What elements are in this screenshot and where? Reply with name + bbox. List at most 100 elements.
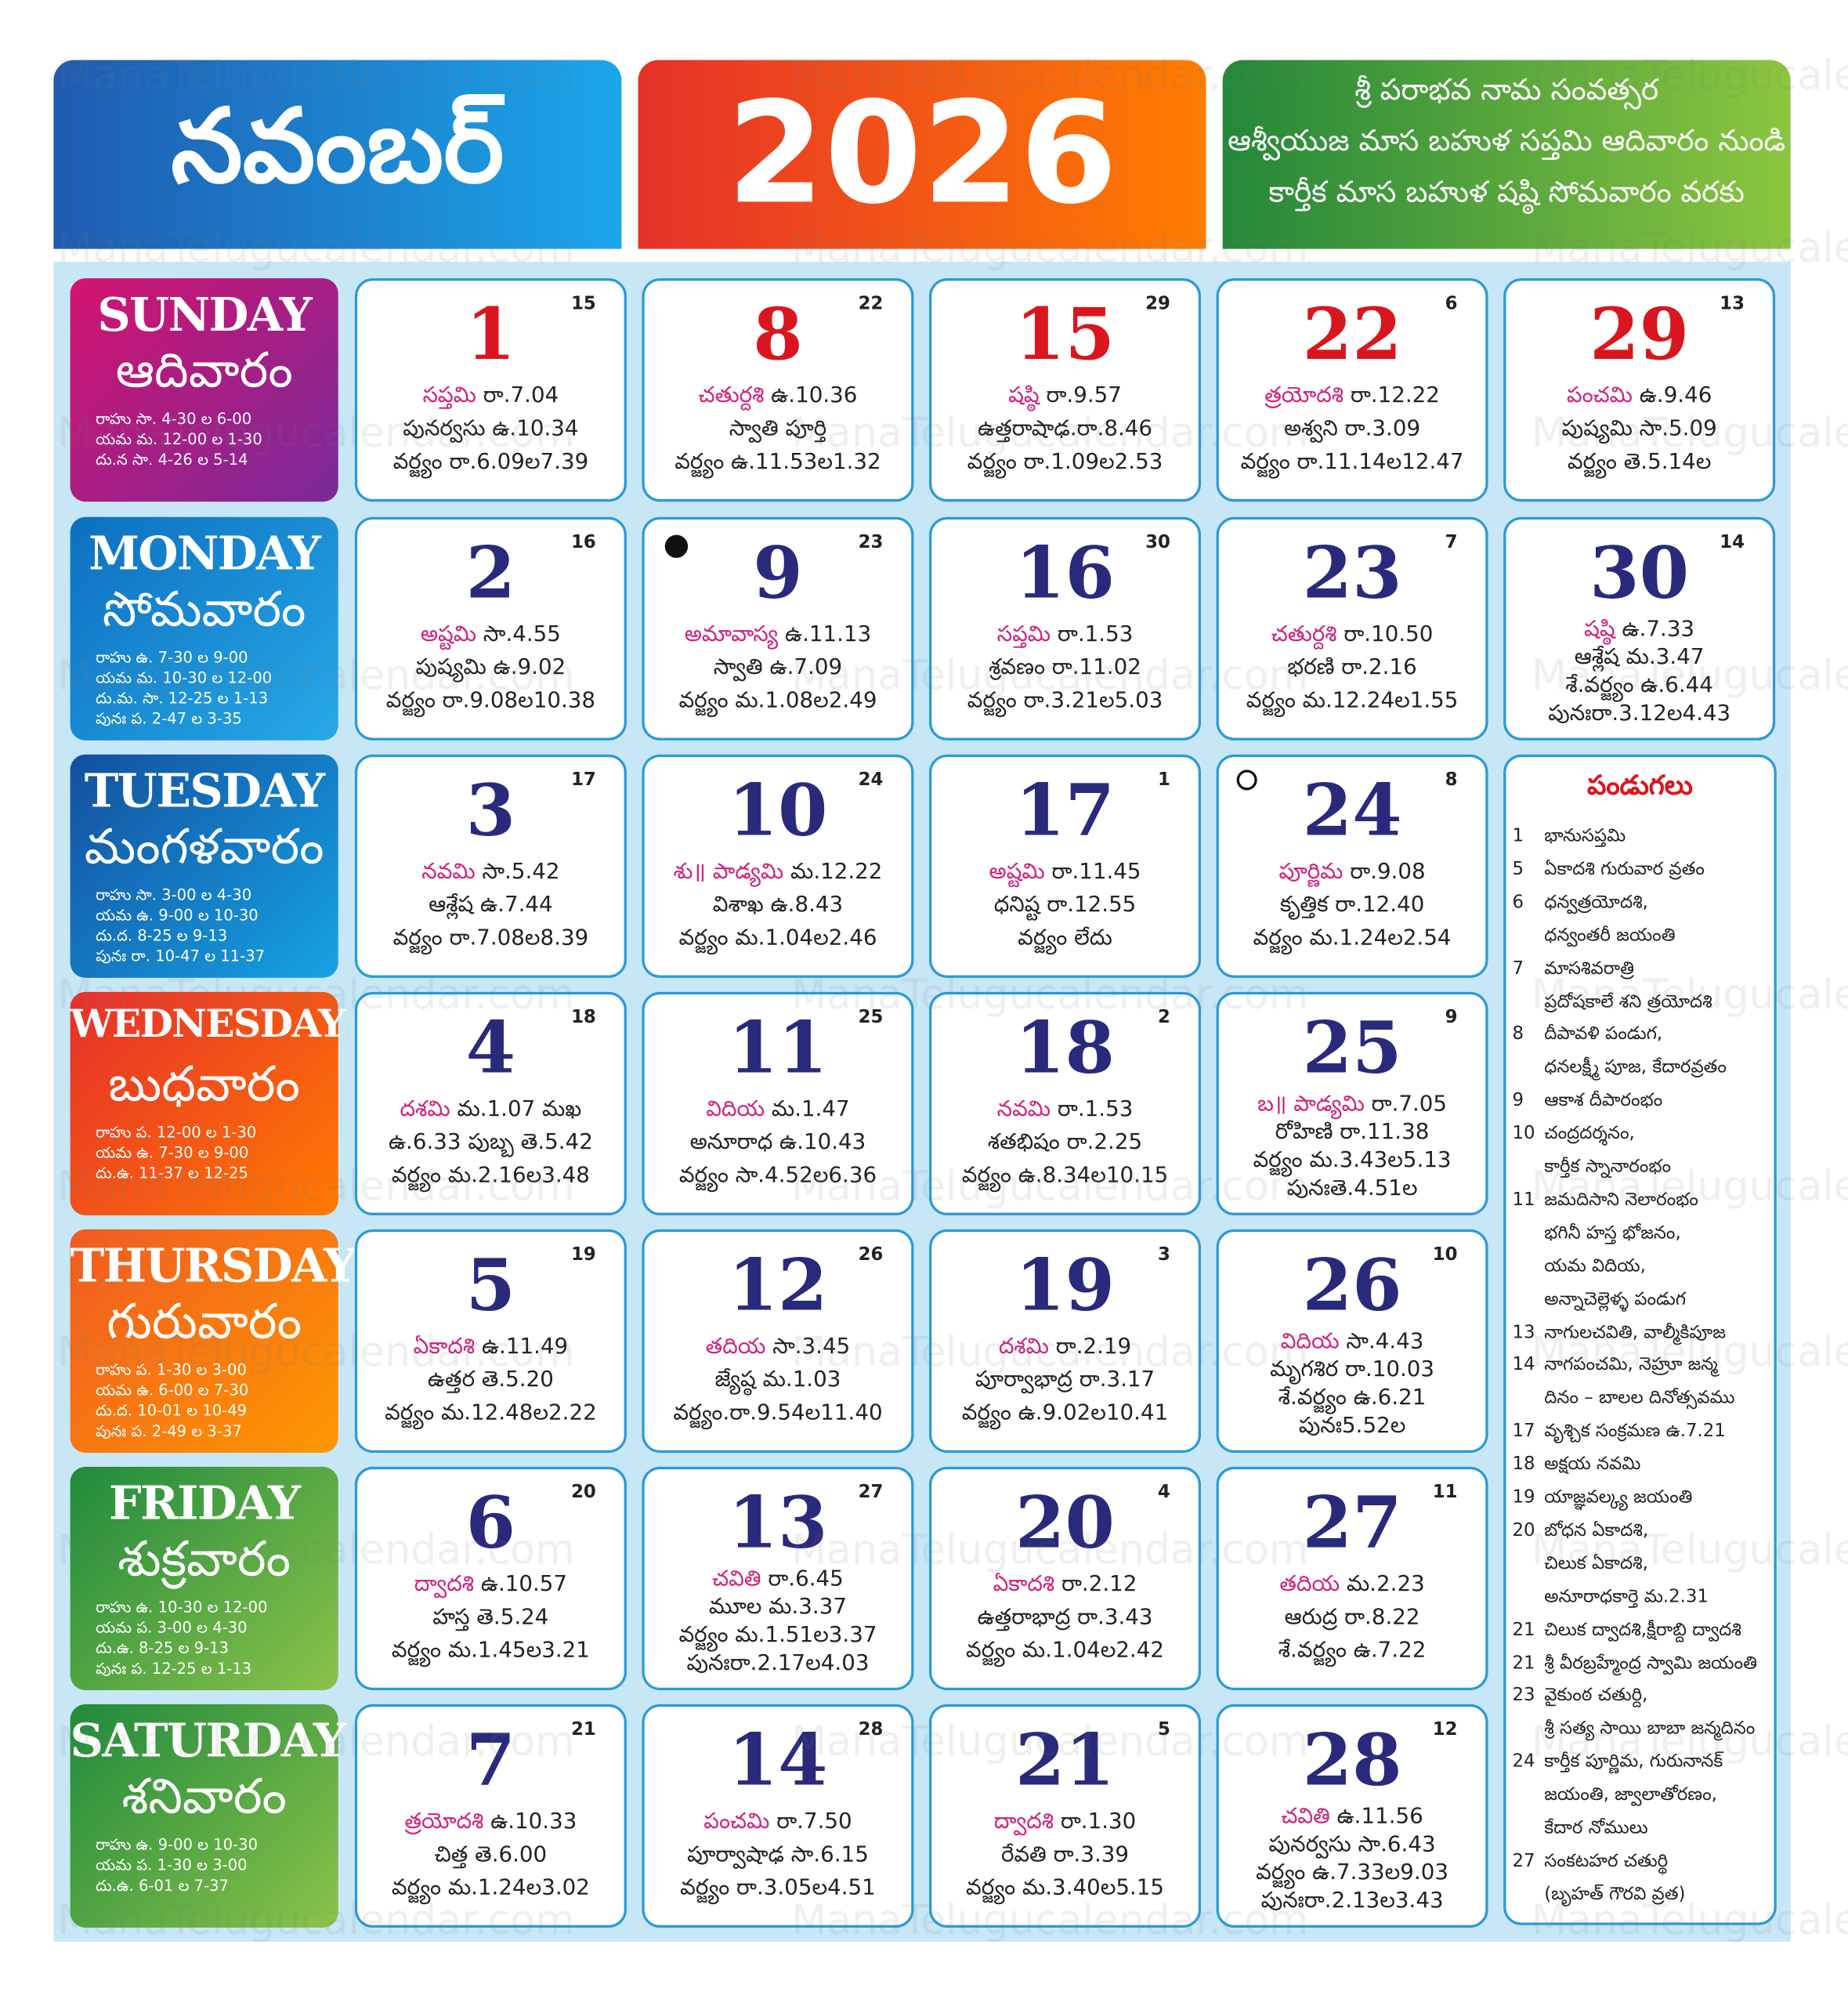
info-line: శ్రీ పరాభవ నామ సంవత్సర bbox=[1354, 74, 1659, 107]
festival-text: చిలుక ద్వాదశి,క్షీరాబ్ది ద్వాదశి bbox=[1544, 1619, 1741, 1640]
tithi-time: సా.3.45 bbox=[772, 1334, 851, 1360]
weekday-telugu: శుక్రవారం bbox=[118, 1530, 291, 1588]
day-number: 14 bbox=[728, 1718, 828, 1803]
tithi: చవితి bbox=[712, 1566, 761, 1592]
weekday-timing: యమ ఉ. 6-00 ల 7-30 bbox=[96, 1381, 249, 1399]
tithi: అమావాస్య bbox=[684, 621, 779, 647]
full-moon-icon bbox=[1236, 769, 1257, 791]
tithi: త్రయోదశి bbox=[1264, 382, 1344, 409]
small-number: 14 bbox=[1720, 532, 1745, 553]
tithi-time: రా.6.45 bbox=[768, 1566, 844, 1592]
tithi-line: దశమి మ.1.07 మఖ bbox=[357, 1096, 624, 1127]
detail-line: వర్జ్యం రా.6.09ల7.39 bbox=[392, 449, 589, 476]
tithi-time: రా.2.19 bbox=[1055, 1334, 1132, 1360]
day-cell: 17 3 నవమి సా.5.42 ఆశ్లేష ఉ.7.44 వర్జ్యం రా.7… bbox=[354, 754, 627, 978]
detail-line: పుష్యమి సా.5.09 bbox=[1561, 416, 1717, 442]
tithi-time: రా.12.22 bbox=[1350, 382, 1440, 409]
detail-line: శే.వర్జ్యం ఉ.7.22 bbox=[1278, 1638, 1427, 1664]
small-number: 15 bbox=[571, 293, 596, 314]
festival-date: 1 bbox=[1512, 826, 1524, 847]
small-number: 2 bbox=[1158, 1007, 1170, 1028]
festival-date: 23 bbox=[1512, 1686, 1535, 1707]
festival-text: సంకటహర చతుర్థి bbox=[1544, 1851, 1669, 1872]
day-cell: 14 30 షష్ఠి ఉ.7.33 ఆశ్లేష మ.3.47 శే.వర్జ్యం … bbox=[1503, 516, 1776, 740]
tithi: సప్తమి bbox=[422, 382, 477, 409]
tithi-line: త్రయోదశి రా.12.22 bbox=[1219, 383, 1485, 414]
weekday-timing: దు.ఉ. 8-25 ల 9-13 bbox=[96, 1638, 230, 1657]
year-box bbox=[638, 60, 1206, 249]
day-cell: 16 2 అష్టమి సా.4.55 పుష్యమి ఉ.9.02 వర్జ్యం ర… bbox=[354, 516, 627, 740]
day-number: 18 bbox=[1015, 1005, 1116, 1091]
tithi: పంచమి bbox=[1566, 382, 1633, 409]
day-number: 2 bbox=[465, 530, 516, 616]
detail-line: రోహిణి రా.11.38 bbox=[1275, 1119, 1430, 1146]
weekday-label: WEDNESDAY బుధవారం రాహు ప. 12-00 ల 1-30 యమ ఉ… bbox=[70, 991, 345, 1215]
weekday-label: FRIDAY శుక్రవారం రాహు ఉ. 10-30 ల 12-00 యమ ప… bbox=[70, 1466, 338, 1690]
detail-line: శే.వర్జ్యం ఉ.6.21 bbox=[1278, 1385, 1427, 1411]
tithi-line: ఏకాదశి ఉ.11.49 bbox=[357, 1334, 624, 1364]
detail-line: మృగశిర రా.10.03 bbox=[1270, 1356, 1435, 1383]
tithi-line: ఏకాదశి రా.2.12 bbox=[931, 1571, 1198, 1602]
detail-line: వర్జ్యం మ.1.51ల3.37 bbox=[678, 1622, 877, 1649]
day-cell: 7 23 చతుర్దశి రా.10.50 భరణి రా.2.16 వర్జ్యం … bbox=[1216, 516, 1488, 740]
year-title: 2026 bbox=[726, 71, 1118, 235]
day-number: 10 bbox=[728, 768, 828, 853]
tithi: చవితి bbox=[1281, 1803, 1330, 1830]
day-number: 27 bbox=[1302, 1480, 1402, 1566]
weekday-english: THURSDAY bbox=[70, 1239, 356, 1294]
small-number: 12 bbox=[1432, 1719, 1458, 1740]
weekday-timing: రాహు సా. 4-30 ల 6-00 bbox=[96, 409, 252, 428]
weekday-label: THURSDAY గురువారం రాహు ప. 1-30 ల 3-00 యమ ఉ.… bbox=[70, 1229, 356, 1453]
detail-line: మూల మ.3.37 bbox=[708, 1594, 847, 1620]
small-number: 22 bbox=[858, 293, 884, 314]
small-number: 8 bbox=[1445, 769, 1458, 791]
day-number: 26 bbox=[1302, 1243, 1402, 1328]
small-number: 24 bbox=[858, 769, 884, 791]
weekday-timing: రాహు ఉ. 7-30 ల 9-00 bbox=[96, 648, 248, 667]
day-number: 15 bbox=[1015, 292, 1116, 377]
detail-line: వర్జ్యం మ.1.08ల2.49 bbox=[678, 688, 877, 714]
tithi-line: చతుర్దశి రా.10.50 bbox=[1219, 621, 1485, 652]
day-cell: 4 20 ఏకాదశి రా.2.12 ఉత్తరాభాద్ర రా.3.43 వర్జ… bbox=[929, 1466, 1202, 1690]
festival-text: కేదార నోములు bbox=[1544, 1817, 1648, 1838]
detail-line: పునర్వసు ఉ.10.34 bbox=[403, 416, 579, 442]
tithi: నవమి bbox=[996, 1096, 1051, 1123]
day-number: 6 bbox=[465, 1480, 516, 1566]
day-cell: 22 8 చతుర్దశి ఉ.10.36 స్వాతి పూర్తి వర్జ్యం … bbox=[642, 278, 914, 502]
tithi: విదియ bbox=[706, 1096, 765, 1123]
small-number: 9 bbox=[1445, 1007, 1458, 1028]
tithi-line: తదియ సా.3.45 bbox=[645, 1334, 911, 1364]
day-number: 4 bbox=[465, 1005, 516, 1091]
small-number: 4 bbox=[1158, 1482, 1170, 1503]
weekday-label: SUNDAY ఆదివారం రాహు సా. 4-30 ల 6-00 యమ మ. 1… bbox=[70, 278, 338, 502]
small-number: 27 bbox=[858, 1482, 884, 1503]
small-number: 3 bbox=[1158, 1244, 1170, 1266]
day-cell: 5 21 ద్వాదశి రా.1.30 రేవతి రా.3.39 వర్జ్యం మ… bbox=[929, 1704, 1202, 1928]
day-number: 23 bbox=[1302, 530, 1402, 616]
weekday-timing: రాహు ప. 12-00 ల 1-30 bbox=[96, 1123, 257, 1142]
tithi-line: చవితి రా.6.45 bbox=[645, 1566, 911, 1597]
detail-line: పునర్వసు సా.6.43 bbox=[1268, 1831, 1436, 1858]
tithi: దశమి bbox=[998, 1334, 1049, 1360]
month-title: నవంబర్ bbox=[171, 86, 504, 206]
weekday-timing: దు.ఉ. 11-37 ల 12-25 bbox=[96, 1164, 248, 1182]
tithi-time: రా.1.53 bbox=[1057, 621, 1134, 647]
festival-date: 19 bbox=[1512, 1486, 1535, 1508]
festival-text: దినం – బాలల దినోత్సవము bbox=[1544, 1388, 1735, 1409]
tithi-time: రా.1.53 bbox=[1057, 1096, 1134, 1123]
festival-text: ప్రదోషకాలే శని త్రయోదశి bbox=[1544, 991, 1712, 1012]
festival-text: అనూరాధకార్తె మ.2.31 bbox=[1544, 1586, 1709, 1607]
day-number: 30 bbox=[1589, 530, 1690, 616]
tithi-line: దశమి రా.2.19 bbox=[931, 1334, 1198, 1364]
small-number: 10 bbox=[1432, 1244, 1458, 1266]
weekday-timing: దు.న సా. 4-26 ల 5-14 bbox=[96, 451, 248, 469]
grid-frame bbox=[53, 261, 1791, 1942]
tithi-line: అమావాస్య ఉ.11.13 bbox=[645, 621, 911, 652]
weekday-telugu: శనివారం bbox=[121, 1768, 287, 1825]
festival-text: అక్షయ నవమి bbox=[1544, 1454, 1641, 1475]
festival-text: వైకుంఠ చతుర్ది, bbox=[1544, 1686, 1648, 1707]
tithi: నవమి bbox=[421, 859, 476, 885]
day-cell: 9 25 బ॥ పాడ్యమి రా.7.05 రోహిణి రా.11.38 వర్జ… bbox=[1216, 991, 1488, 1215]
festival-date: 21 bbox=[1512, 1619, 1535, 1640]
